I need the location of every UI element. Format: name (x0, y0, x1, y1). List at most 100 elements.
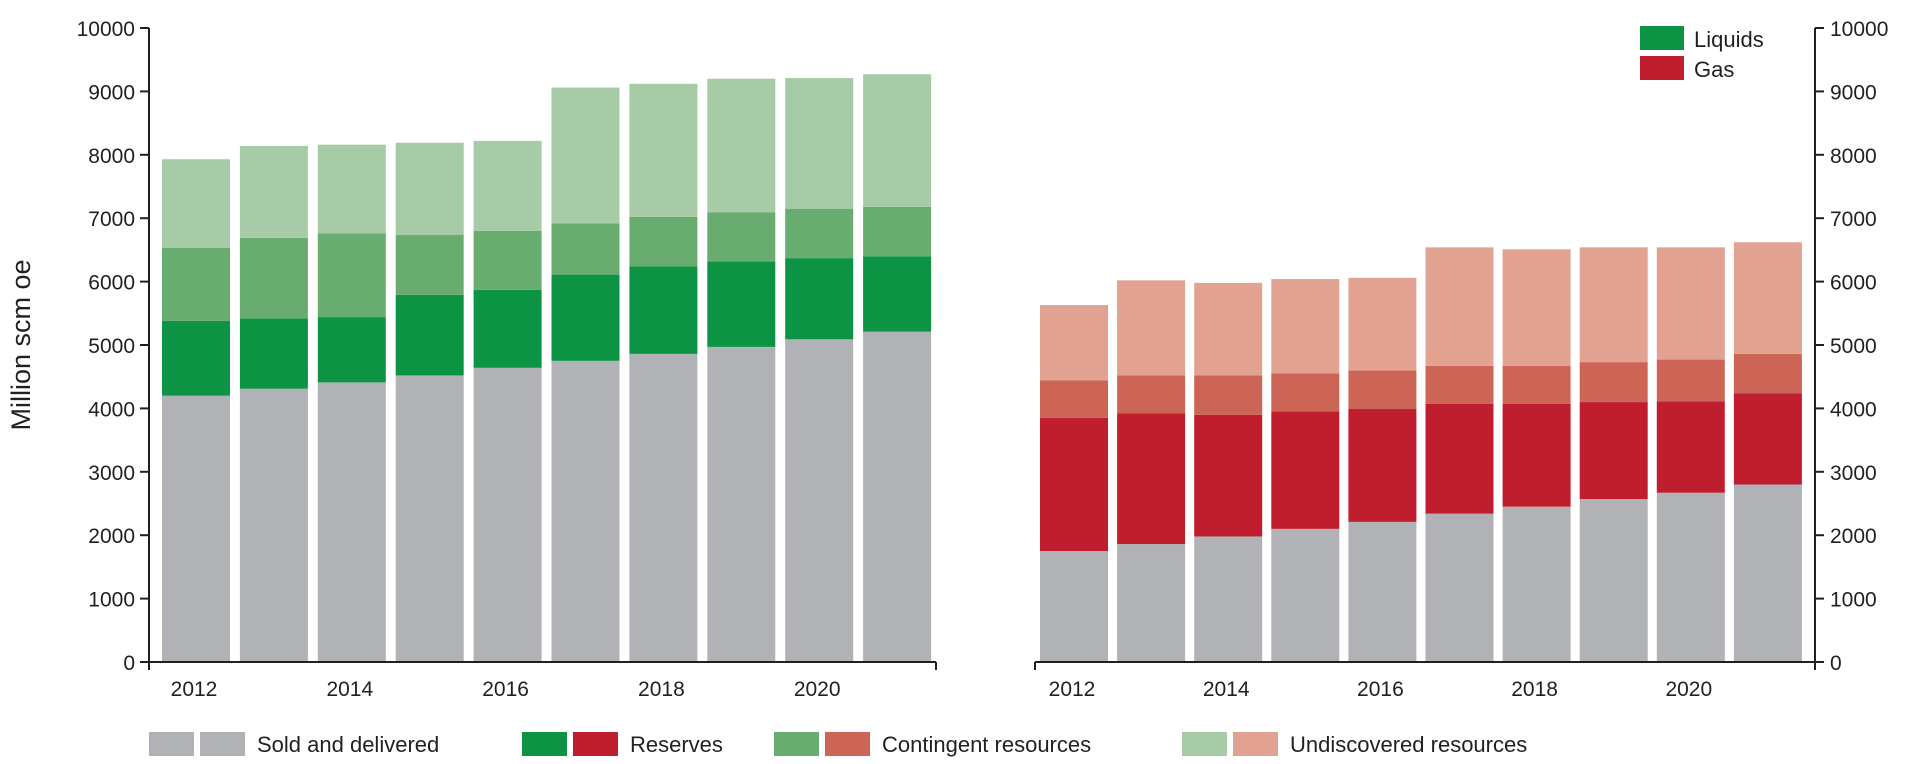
bar-2017-undiscovered-resources (1425, 247, 1494, 366)
bar-2013-reserves (239, 318, 308, 389)
bar-2015-reserves (395, 294, 464, 376)
bar-2012-reserves (162, 320, 230, 396)
x-tick-label: 2018 (1511, 678, 1558, 701)
x-tick-label: 2016 (482, 678, 529, 701)
bar-2017-sold-and-delivered (1425, 513, 1494, 662)
legend-swatch (149, 732, 194, 756)
bar-2014-contingent-resources (1194, 375, 1263, 415)
y-tick-label: 6000 (88, 272, 135, 295)
legend-swatch (774, 732, 819, 756)
bar-2014-sold-and-delivered (1194, 536, 1263, 662)
bar-2016-contingent-resources (473, 230, 542, 290)
bar-2014-undiscovered-resources (317, 144, 386, 234)
y-tick-label: 1000 (88, 589, 135, 612)
bar-2015-reserves (1271, 411, 1340, 529)
bar-2019-sold-and-delivered (707, 346, 776, 662)
bar-2016-contingent-resources (1348, 370, 1417, 410)
legend-swatch (522, 732, 567, 756)
bar-2019-undiscovered-resources (707, 78, 776, 213)
bar-2017-undiscovered-resources (551, 87, 620, 224)
bar-2015-undiscovered-resources (395, 142, 464, 235)
bar-2021-reserves (863, 256, 932, 332)
bar-2017-reserves (1425, 403, 1494, 514)
legend-swatch (1182, 732, 1227, 756)
bar-2016-undiscovered-resources (1348, 277, 1417, 371)
bar-2017-contingent-resources (1425, 365, 1494, 404)
y-tick-label: 8000 (88, 145, 135, 168)
bar-2015-undiscovered-resources (1271, 279, 1340, 374)
y-tick-label: 8000 (1830, 145, 1877, 168)
bar-2014-reserves (317, 317, 386, 383)
bar-2018-reserves (629, 266, 698, 354)
bar-2018-sold-and-delivered (1502, 506, 1571, 662)
bar-2021-contingent-resources (863, 206, 932, 257)
legend-label: Contingent resources (882, 732, 1091, 757)
bar-2018-sold-and-delivered (629, 353, 698, 662)
bar-2019-contingent-resources (1579, 362, 1648, 403)
legend-top: Liquids Gas (1640, 26, 1764, 82)
bar-2021-reserves (1733, 393, 1802, 485)
y-tick-label: 4000 (88, 398, 135, 421)
bar-2018-contingent-resources (629, 216, 698, 267)
bar-2020-undiscovered-resources (785, 78, 854, 209)
bar-2020-reserves (785, 258, 854, 340)
legend-swatch-liquids (1640, 26, 1684, 50)
bar-2021-contingent-resources (1733, 353, 1802, 394)
x-tick-label: 2018 (638, 678, 685, 701)
bar-2016-sold-and-delivered (1348, 521, 1417, 662)
bar-2021-sold-and-delivered (1733, 484, 1802, 662)
y-tick-label: 10000 (77, 18, 135, 41)
bar-2018-undiscovered-resources (629, 83, 698, 217)
x-tick-label: 2012 (171, 678, 218, 701)
y-tick-label: 5000 (88, 335, 135, 358)
y-tick-label: 9000 (1830, 81, 1877, 104)
legend-swatch (200, 732, 245, 756)
y-tick-label: 7000 (1830, 208, 1877, 231)
bar-2015-sold-and-delivered (1271, 528, 1340, 662)
y-tick-label: 10000 (1830, 18, 1888, 41)
y-tick-label: 7000 (88, 208, 135, 231)
bar-2014-reserves (1194, 414, 1263, 537)
bar-2012-sold-and-delivered (162, 395, 230, 662)
x-tick-label: 2016 (1357, 678, 1404, 701)
bar-2019-reserves (707, 261, 776, 347)
bar-2020-contingent-resources (785, 208, 854, 259)
bar-2013-undiscovered-resources (239, 145, 308, 238)
bar-2019-undiscovered-resources (1579, 247, 1648, 363)
bar-2020-sold-and-delivered (1656, 492, 1725, 662)
x-tick-label: 2014 (1203, 678, 1250, 701)
legend-swatch (825, 732, 870, 756)
legend-swatch (1233, 732, 1278, 756)
bar-2016-undiscovered-resources (473, 140, 542, 231)
legend-label-gas: Gas (1694, 57, 1734, 82)
bar-2020-reserves (1656, 401, 1725, 493)
y-tick-label: 9000 (88, 81, 135, 104)
x-tick-label: 2012 (1049, 678, 1096, 701)
legend-bottom: Sold and delivered Reserves Contingent res… (149, 732, 1527, 757)
bar-2021-undiscovered-resources (1733, 242, 1802, 354)
y-tick-label: 3000 (88, 462, 135, 485)
legend-label: Reserves (630, 732, 723, 757)
bar-2012-contingent-resources (1040, 380, 1108, 418)
bar-2016-reserves (1348, 409, 1417, 522)
bar-2012-reserves (1040, 417, 1108, 552)
bar-2017-contingent-resources (551, 223, 620, 275)
liquids-panel: 0 1000 2000 3000 4000 5000 6000 7000 8000 9000 100… (77, 18, 937, 701)
bar-2012-undiscovered-resources (162, 159, 230, 248)
bar-2012-sold-and-delivered (1040, 551, 1108, 662)
bar-2019-sold-and-delivered (1579, 499, 1648, 662)
y-tick-label: 2000 (88, 525, 135, 548)
bar-2018-contingent-resources (1502, 365, 1571, 404)
y-tick-label: 3000 (1830, 462, 1877, 485)
legend-swatch-gas (1640, 56, 1684, 80)
bar-2015-sold-and-delivered (395, 375, 464, 662)
bar-2015-contingent-resources (395, 234, 464, 295)
y-tick-label: 0 (1830, 652, 1842, 675)
x-tick-label: 2020 (1665, 678, 1712, 701)
y-tick-label: 2000 (1830, 525, 1877, 548)
bar-2012-contingent-resources (162, 247, 230, 321)
y-tick-label: 5000 (1830, 335, 1877, 358)
y-tick-label: 0 (123, 652, 135, 675)
bar-2013-contingent-resources (1117, 375, 1186, 414)
